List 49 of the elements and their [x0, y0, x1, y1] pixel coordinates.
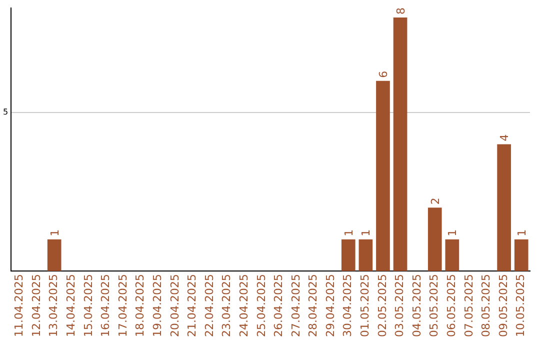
- x-tick-label: 21.04.2025: [186, 274, 199, 338]
- x-tick-label: 02.05.2025: [376, 274, 389, 338]
- data-label: 6: [376, 70, 390, 78]
- x-tick-label: 11.04.2025: [12, 274, 26, 338]
- x-tick-label: 03.05.2025: [393, 274, 406, 338]
- x-tick-label: 16.04.2025: [99, 274, 112, 338]
- bar: [47, 239, 62, 272]
- x-tick-label: 30.04.2025: [341, 274, 354, 338]
- data-label: 8: [394, 8, 408, 15]
- x-tick-label: 09.05.2025: [496, 274, 510, 338]
- x-tick-label: 27.04.2025: [289, 274, 302, 338]
- x-tick-label: 17.04.2025: [116, 274, 130, 338]
- x-tick-label: 06.05.2025: [445, 274, 458, 338]
- y-tick-label: 5: [2, 108, 8, 117]
- bar: [376, 80, 390, 272]
- x-tick-label: 04.05.2025: [410, 274, 424, 338]
- x-tick-label: 10.05.2025: [514, 274, 528, 338]
- data-label: 1: [446, 229, 460, 236]
- x-tick-label: 26.04.2025: [272, 274, 286, 338]
- bar: [358, 239, 373, 272]
- data-label: 1: [360, 229, 373, 236]
- x-tick-label: 25.04.2025: [254, 274, 268, 338]
- data-label: 1: [342, 229, 356, 236]
- x-tick-label: 14.04.2025: [64, 274, 78, 338]
- bar: [393, 18, 408, 272]
- x-tick-label: 28.04.2025: [306, 274, 320, 338]
- x-tick-label: 24.04.2025: [237, 274, 250, 338]
- bar: [497, 144, 511, 272]
- x-tick-label: 13.04.2025: [47, 274, 60, 338]
- bar: [445, 239, 460, 272]
- x-tick-label: 22.04.2025: [202, 274, 216, 338]
- x-tick-label: 15.04.2025: [82, 274, 95, 338]
- data-label: 1: [515, 229, 528, 236]
- data-label: 1: [48, 229, 62, 236]
- x-tick-label: 20.04.2025: [168, 274, 182, 338]
- x-tick-label: 29.04.2025: [324, 274, 337, 338]
- x-tick-label: 18.04.2025: [134, 274, 147, 338]
- bar: [514, 239, 528, 272]
- x-tick-label: 01.05.2025: [358, 274, 372, 338]
- data-label: 4: [498, 134, 512, 142]
- x-tick-label: 12.04.2025: [30, 274, 43, 338]
- x-tick-label: 07.05.2025: [462, 274, 476, 338]
- bar: [428, 208, 442, 272]
- x-tick-label: 05.05.2025: [428, 274, 441, 338]
- data-label: 2: [428, 198, 442, 205]
- x-tick-label: 08.05.2025: [480, 274, 493, 338]
- x-tick-label: 19.04.2025: [150, 274, 164, 338]
- x-tick-label: 23.04.2025: [220, 274, 234, 338]
- bar: [341, 239, 356, 272]
